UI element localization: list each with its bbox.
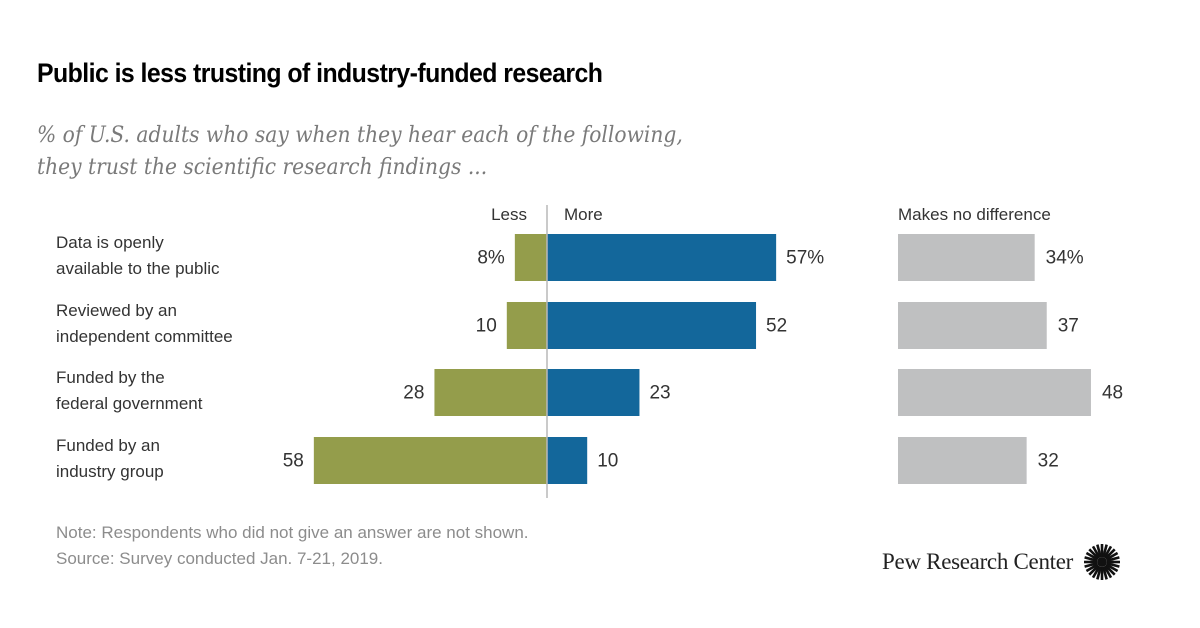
header-no-difference: Makes no difference — [898, 205, 1051, 224]
data-label-less: 10 — [476, 316, 497, 337]
data-label-more: 23 — [649, 383, 670, 404]
bar-less — [514, 234, 547, 281]
data-label-no-difference: 37 — [1058, 316, 1079, 337]
bar-no-difference — [898, 437, 1027, 484]
data-label-less: 28 — [403, 383, 424, 404]
data-label-less: 8% — [477, 248, 505, 269]
bar-no-difference — [898, 234, 1035, 281]
data-label-no-difference: 48 — [1102, 383, 1123, 404]
subtitle-line-2: they trust the scientific research findi… — [37, 155, 488, 180]
bar-more — [547, 302, 757, 349]
subtitle-line-1: % of U.S. adults who say when they hear … — [37, 123, 683, 148]
header-more: More — [564, 205, 603, 224]
bar-no-difference — [898, 369, 1091, 416]
bar-more — [547, 437, 588, 484]
bar-less — [313, 437, 547, 484]
category-label: Reviewed by an independent committee — [56, 301, 233, 346]
footnotes: Note: Respondents who did not give an an… — [56, 520, 529, 572]
category-label: Data is openly available to the public — [56, 233, 220, 278]
bar-more — [547, 369, 640, 416]
data-label-more: 57% — [786, 248, 824, 269]
chart-title: Public is less trusting of industry-fund… — [37, 58, 603, 88]
bar-no-difference — [898, 302, 1047, 349]
data-label-more: 10 — [597, 451, 618, 472]
pew-logo: Pew Research Center — [882, 543, 1121, 581]
note-text: Note: Respondents who did not give an an… — [56, 523, 529, 542]
data-label-no-difference: 34% — [1046, 248, 1084, 269]
header-less: Less — [491, 205, 527, 224]
logo-text: Pew Research Center — [882, 549, 1074, 574]
pew-sunburst-icon — [1084, 544, 1121, 580]
source-text: Source: Survey conducted Jan. 7-21, 2019… — [56, 549, 383, 568]
bar-more — [547, 234, 777, 281]
category-label: Funded by the federal government — [56, 368, 203, 413]
bar-less — [434, 369, 547, 416]
data-label-no-difference: 32 — [1038, 451, 1059, 472]
bar-less — [506, 302, 547, 349]
data-label-less: 58 — [283, 451, 304, 472]
data-label-more: 52 — [766, 316, 787, 337]
chart-subtitle: % of U.S. adults who say when they hear … — [37, 120, 683, 184]
category-label: Funded by an industry group — [56, 436, 164, 481]
